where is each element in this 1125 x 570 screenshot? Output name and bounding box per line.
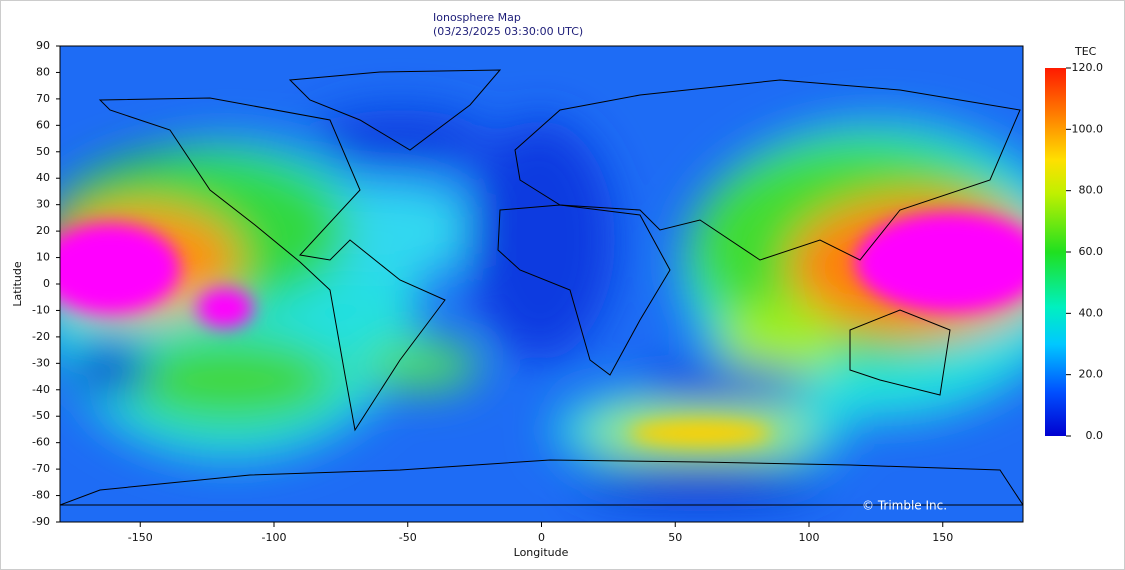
y-tick-label: 10: [36, 251, 50, 264]
colorbar-tick-label: 80.0: [1079, 184, 1104, 197]
coastlines: [60, 69, 1023, 506]
x-tick-label: 150: [932, 531, 953, 544]
copyright: © Trimble Inc.: [862, 499, 947, 513]
colorbar-tick-label: 120.0: [1072, 61, 1104, 74]
x-tick-label: 100: [799, 531, 820, 544]
colorbar-tick-label: 20.0: [1079, 368, 1104, 381]
y-tick-label: -20: [32, 330, 50, 343]
y-tick-label: -10: [32, 303, 50, 316]
y-tick-label: 0: [43, 277, 50, 290]
y-tick-label: -30: [32, 356, 50, 369]
y-tick-label: 90: [36, 39, 50, 52]
colorbar-tick-label: 40.0: [1079, 306, 1104, 319]
tec-field: [60, 46, 1023, 522]
y-tick-label: 50: [36, 145, 50, 158]
x-tick-label: 50: [668, 531, 682, 544]
y-tick-label: -70: [32, 462, 50, 475]
y-tick-label: 60: [36, 118, 50, 131]
y-tick-label: -90: [32, 515, 50, 528]
y-tick-label: 80: [36, 65, 50, 78]
x-tick-label: -100: [262, 531, 287, 544]
x-tick-label: -150: [128, 531, 153, 544]
colorbar: [1045, 68, 1066, 436]
y-tick-label: -50: [32, 409, 50, 422]
y-tick-label: 20: [36, 224, 50, 237]
colorbar-tick-label: 100.0: [1072, 122, 1104, 135]
chart-title: Ionosphere Map: [433, 11, 521, 24]
chart-subtitle: (03/23/2025 03:30:00 UTC): [433, 25, 583, 38]
y-tick-label: 70: [36, 92, 50, 105]
colorbar-title: TEC: [1074, 45, 1097, 58]
x-tick-label: 0: [538, 531, 545, 544]
y-tick-label: 40: [36, 171, 50, 184]
x-axis-title: Longitude: [514, 546, 569, 559]
y-tick-label: -40: [32, 383, 50, 396]
y-tick-label: 30: [36, 198, 50, 211]
y-tick-label: -60: [32, 436, 50, 449]
colorbar-tick-label: 0.0: [1086, 429, 1104, 442]
y-tick-label: -80: [32, 489, 50, 502]
x-tick-label: -50: [399, 531, 417, 544]
y-axis-title: Latitude: [11, 261, 24, 307]
colorbar-tick-label: 60.0: [1079, 245, 1104, 258]
